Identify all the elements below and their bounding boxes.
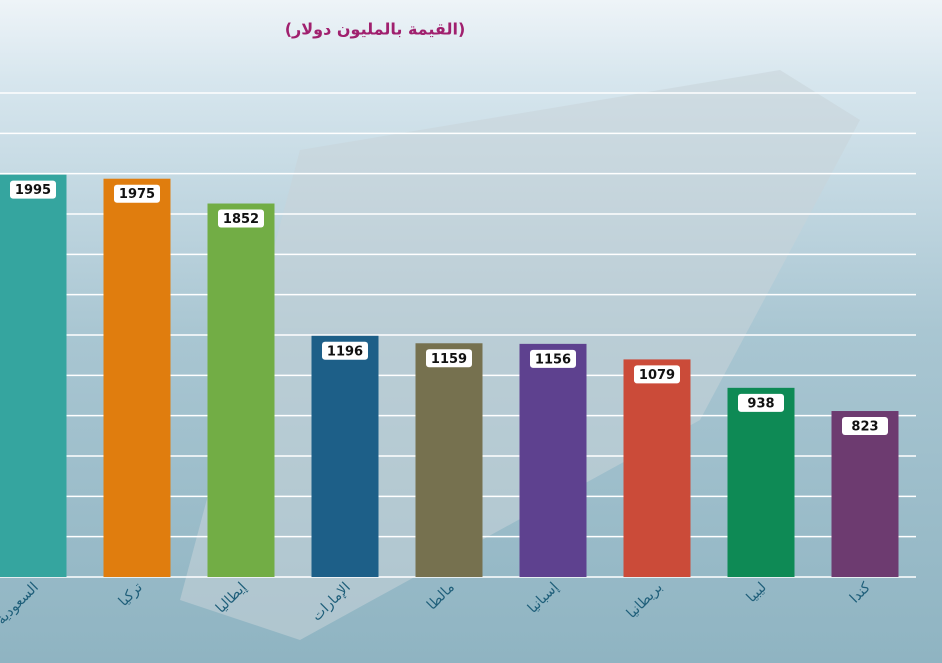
- value-label-box: [114, 184, 160, 203]
- value-label-box: [10, 180, 56, 199]
- value-label: 1159: [431, 352, 467, 367]
- value-label: 1852: [223, 212, 259, 227]
- value-label: 938: [747, 396, 774, 411]
- value-label: 1975: [119, 187, 155, 202]
- value-label: 1079: [639, 368, 675, 383]
- value-label: 1196: [327, 344, 363, 359]
- value-label-box: [738, 393, 784, 412]
- value-label-box: [426, 349, 472, 368]
- bar: [0, 174, 67, 578]
- bar: [727, 387, 795, 577]
- bar: [415, 343, 483, 577]
- value-label-box: [634, 365, 680, 384]
- value-label-box: [842, 417, 888, 436]
- bar: [519, 343, 587, 577]
- value-label: 1995: [15, 183, 51, 198]
- bar: [311, 335, 379, 577]
- value-label-box: [218, 209, 264, 228]
- bar: [207, 203, 275, 577]
- value-label-box: [530, 349, 576, 368]
- bar: [623, 359, 691, 577]
- value-label-box: [322, 341, 368, 360]
- value-label: 823: [851, 420, 878, 435]
- bar: [831, 411, 899, 577]
- value-label: 1156: [535, 352, 571, 367]
- chart-subtitle: (القيمة بالمليون دولار): [285, 20, 466, 39]
- bar: [103, 178, 171, 578]
